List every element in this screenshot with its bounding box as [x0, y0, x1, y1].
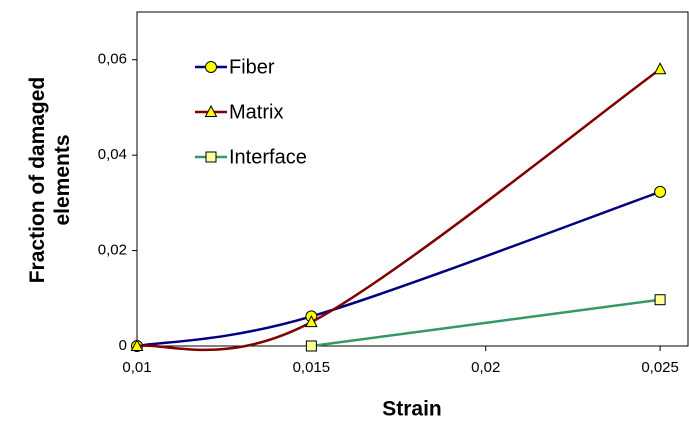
data-point: [305, 315, 318, 328]
y-tick-label: 0,06: [98, 51, 127, 68]
x-tick-label: 0,015: [293, 359, 331, 376]
data-point: [305, 340, 317, 352]
legend-marker: [205, 61, 217, 73]
legend-label: Matrix: [229, 101, 283, 123]
x-tick-label: 0,02: [471, 359, 500, 376]
x-tick-label: 0,01: [122, 359, 151, 376]
plot-frame: [136, 11, 689, 347]
data-point: [130, 338, 144, 351]
y-tick-label: 0,04: [98, 146, 127, 163]
legend-label: Fiber: [229, 56, 275, 78]
series-line: [136, 190, 661, 348]
y-tick-label: 0,02: [98, 242, 127, 259]
data-point: [654, 185, 667, 198]
legend-label: Interface: [229, 146, 307, 168]
y-axis-title: Fraction of damaged elements: [26, 76, 74, 284]
data-point: [653, 62, 667, 75]
data-point: [654, 294, 666, 306]
y-tick-label: 0: [119, 337, 127, 354]
x-axis-title: Strain: [382, 398, 442, 421]
legend-marker: [204, 104, 218, 117]
series-line: [136, 68, 661, 352]
x-tick-label: 0,025: [641, 359, 679, 376]
series-line: [311, 298, 661, 348]
legend-marker: [205, 151, 217, 163]
